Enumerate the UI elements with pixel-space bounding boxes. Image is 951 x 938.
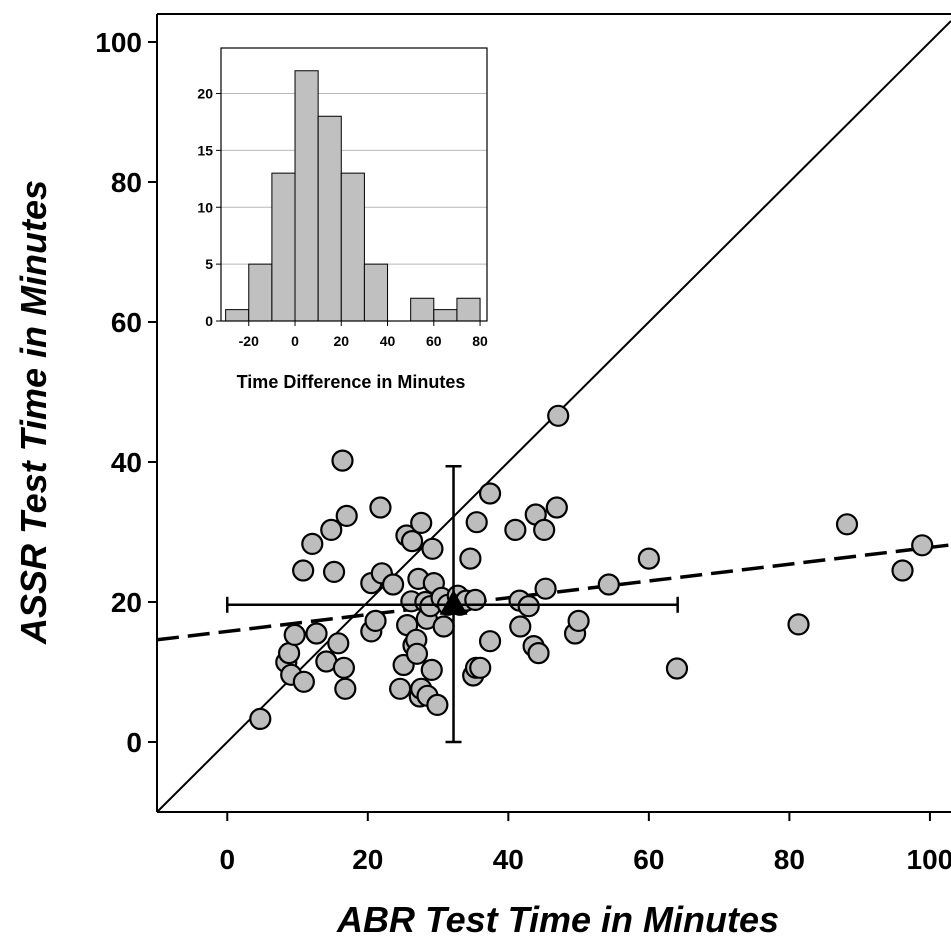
inset-histogram: -20 0 20 40 60 80 0 5 10 15 20 Time Difference in M… <box>197 47 488 392</box>
data-point <box>369 496 392 519</box>
inset-x-tick-label: -20 <box>239 333 259 349</box>
data-point <box>410 511 433 535</box>
data-point <box>911 534 934 557</box>
inset-x-tick-label: 20 <box>333 333 349 349</box>
inset-y-tick-label: 20 <box>197 86 213 102</box>
y-tick-label: 80 <box>111 167 142 198</box>
data-point <box>469 656 492 679</box>
data-point <box>533 518 556 542</box>
data-point <box>332 656 356 679</box>
inset-y-tick-label: 10 <box>197 199 213 215</box>
data-point <box>459 547 482 570</box>
histogram-bar <box>410 297 435 322</box>
data-point <box>327 632 350 655</box>
data-point <box>322 560 346 584</box>
data-point <box>835 513 859 536</box>
inset-x-tick-label: 0 <box>291 333 299 349</box>
x-tick-label: 20 <box>352 844 383 875</box>
data-point <box>478 482 502 505</box>
x-tick-label: 100 <box>907 844 951 875</box>
y-tick-label: 40 <box>111 447 142 478</box>
x-tick-label: 0 <box>219 844 235 875</box>
y-tick-label: 60 <box>111 307 142 338</box>
data-point <box>283 623 306 647</box>
data-point <box>545 496 568 519</box>
data-point <box>400 529 424 553</box>
inset-x-tick-label: 40 <box>380 333 396 349</box>
y-tick-label: 20 <box>111 587 142 618</box>
data-point <box>405 642 429 665</box>
x-axis-title: ABR Test Time in Minutes <box>336 899 779 938</box>
histogram-bar <box>294 70 319 322</box>
histogram-bar <box>317 115 342 322</box>
histogram-bar <box>271 172 296 322</box>
data-point <box>335 504 358 528</box>
data-point <box>277 641 301 665</box>
data-point <box>534 577 557 600</box>
data-point <box>334 677 357 700</box>
data-point <box>527 641 550 665</box>
data-point <box>292 670 315 693</box>
data-point <box>891 559 914 582</box>
histogram-bar <box>433 309 458 322</box>
data-point <box>432 615 455 638</box>
data-point <box>464 588 487 612</box>
inset-x-tick-label: 60 <box>426 333 442 349</box>
x-tick-label: 40 <box>493 844 524 875</box>
inset-frame <box>220 47 488 322</box>
data-point <box>665 657 689 680</box>
y-axis-title: ASSR Test Time in Minutes <box>13 180 54 645</box>
data-point <box>381 573 405 596</box>
x-tick-label: 60 <box>633 844 664 875</box>
x-tick-label: 80 <box>774 844 805 875</box>
data-point <box>478 630 502 653</box>
data-point <box>305 622 328 645</box>
data-point <box>420 658 443 682</box>
histogram-bar <box>363 263 389 322</box>
data-point <box>389 677 412 700</box>
data-point <box>504 518 527 542</box>
data-point <box>787 613 810 636</box>
y-tick-label: 0 <box>126 727 142 758</box>
data-point <box>547 404 570 427</box>
inset-y-tick-label: 5 <box>205 256 213 272</box>
inset-x-axis-title: Time Difference in Minutes <box>237 372 466 392</box>
mean-marker <box>439 589 468 615</box>
data-point <box>509 615 532 638</box>
data-point <box>320 518 343 542</box>
data-point <box>465 511 488 534</box>
data-point <box>567 609 590 633</box>
data-point <box>597 573 620 596</box>
histogram-bar <box>248 263 273 322</box>
histogram-bar <box>456 297 481 322</box>
data-point <box>301 532 324 556</box>
y-tick-label: 100 <box>95 27 142 58</box>
data-point <box>292 559 315 582</box>
data-point <box>426 693 449 717</box>
data-point <box>517 595 540 618</box>
data-point <box>249 707 272 731</box>
data-point <box>364 609 387 633</box>
inset-x-tick-label: 80 <box>472 333 488 349</box>
data-point <box>421 537 444 560</box>
histogram-bar <box>225 309 250 322</box>
inset-y-tick-label: 0 <box>205 313 213 329</box>
regression-line <box>156 543 951 642</box>
data-point <box>637 547 660 570</box>
inset-y-tick-label: 15 <box>197 142 213 158</box>
data-point <box>331 449 354 472</box>
histogram-bar <box>340 172 365 322</box>
